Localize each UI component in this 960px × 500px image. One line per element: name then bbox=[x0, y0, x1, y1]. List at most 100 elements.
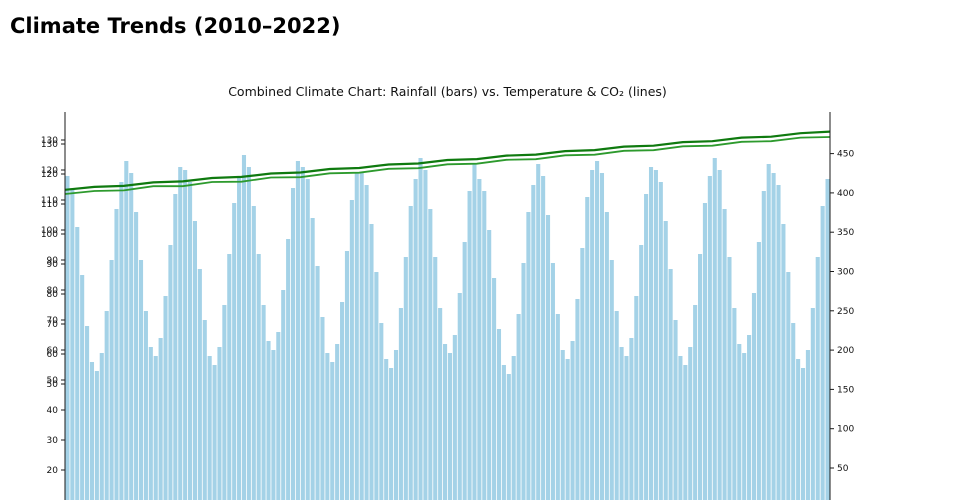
rainfall-bar bbox=[359, 173, 364, 500]
rainfall-bar bbox=[658, 182, 663, 500]
rainfall-bar bbox=[183, 170, 188, 500]
rainfall-bar bbox=[751, 293, 757, 500]
rainfall-bar bbox=[354, 173, 359, 500]
rainfall-bar bbox=[335, 344, 340, 500]
rainfall-bar bbox=[761, 191, 766, 500]
rainfall-bar bbox=[614, 311, 619, 500]
right-axis-tick-label: 300 bbox=[837, 268, 854, 278]
rainfall-bar bbox=[501, 365, 506, 500]
rainfall-bar bbox=[732, 308, 737, 500]
rainfall-bar bbox=[516, 314, 521, 500]
rainfall-bar bbox=[619, 347, 624, 500]
rainfall-bar bbox=[148, 347, 153, 500]
rainfall-bar bbox=[119, 182, 124, 500]
rainfall-bar bbox=[604, 212, 609, 500]
rainfall-bar bbox=[393, 350, 399, 500]
rainfall-bar bbox=[810, 308, 815, 500]
rainfall-bar bbox=[379, 323, 384, 500]
rainfall-bar bbox=[599, 173, 605, 500]
rainfall-bar bbox=[673, 320, 678, 500]
rainfall-bar bbox=[104, 311, 109, 500]
rainfall-bar bbox=[305, 179, 310, 500]
rainfall-bar bbox=[707, 176, 712, 500]
right-axis-tick-label: 100 bbox=[837, 425, 854, 435]
rainfall-bar bbox=[727, 257, 732, 500]
rainfall-bar bbox=[590, 170, 595, 500]
right-axis-tick-label: 450 bbox=[837, 150, 854, 160]
left-axis-tick-label: 40 bbox=[47, 406, 59, 416]
rainfall-bar bbox=[688, 347, 693, 500]
rainfall-bar bbox=[241, 155, 247, 500]
rainfall-bar bbox=[261, 305, 266, 500]
rainfall-bar bbox=[325, 353, 330, 500]
rainfall-bar bbox=[65, 176, 70, 500]
rainfall-bar bbox=[251, 206, 256, 500]
rainfall-bar bbox=[678, 356, 683, 500]
rainfall-bar bbox=[717, 170, 722, 500]
rainfall-bar bbox=[805, 350, 810, 500]
rainfall-bar bbox=[766, 164, 771, 500]
rainfall-bar bbox=[207, 356, 212, 500]
right-axis-tick-label: 400 bbox=[837, 189, 854, 199]
rainfall-bar bbox=[389, 368, 394, 500]
rainfall-bar bbox=[80, 275, 85, 500]
left-axis-tick-label: 90 bbox=[47, 256, 59, 266]
rainfall-bar bbox=[349, 200, 354, 500]
rainfall-bar bbox=[595, 161, 600, 500]
rainfall-bar bbox=[506, 374, 511, 500]
rainfall-bar bbox=[408, 206, 413, 500]
left-axis-tick-label-duplicate: 120 bbox=[41, 170, 58, 180]
rainfall-bar bbox=[158, 338, 163, 500]
rainfall-bar bbox=[134, 212, 139, 500]
left-axis-tick-label: 110 bbox=[41, 196, 58, 206]
left-axis-tick-label-duplicate: 50 bbox=[47, 380, 59, 390]
rainfall-bar bbox=[737, 344, 742, 500]
left-axis-tick-label: 50 bbox=[47, 376, 59, 386]
rainfall-bar bbox=[398, 308, 403, 500]
rainfall-bar bbox=[143, 311, 148, 500]
left-axis-tick-label-duplicate: 110 bbox=[41, 200, 58, 210]
rainfall-bar bbox=[776, 185, 781, 500]
rainfall-bar bbox=[75, 227, 80, 500]
left-axis-tick-label-duplicate: 90 bbox=[47, 260, 59, 270]
rainfall-bar bbox=[281, 290, 286, 500]
rainfall-bar bbox=[570, 341, 575, 500]
rainfall-bar bbox=[85, 326, 90, 500]
rainfall-bar bbox=[555, 314, 560, 500]
rainfall-bar bbox=[526, 212, 531, 500]
rainfall-bar bbox=[722, 209, 727, 500]
right-axis-tick-label: 150 bbox=[837, 385, 854, 395]
left-axis-tick-label: 120 bbox=[41, 166, 58, 176]
rainfall-bar bbox=[702, 203, 707, 500]
rainfall-bar bbox=[423, 170, 428, 500]
rainfall-bar bbox=[472, 164, 477, 500]
rainfall-bar bbox=[374, 272, 379, 500]
left-axis-tick-label: 100 bbox=[41, 226, 58, 236]
rainfall-bar bbox=[369, 224, 374, 500]
right-axis-tick-label: 50 bbox=[837, 464, 849, 474]
rainfall-bar bbox=[99, 353, 104, 500]
left-axis-tick-label: 70 bbox=[47, 316, 59, 326]
rainfall-bar bbox=[825, 179, 830, 500]
rainfall-bar bbox=[791, 323, 796, 500]
rainfall-bar bbox=[560, 350, 565, 500]
rainfall-bar bbox=[639, 245, 644, 500]
rainfall-bar bbox=[756, 242, 761, 500]
rainfall-bar bbox=[114, 209, 119, 500]
rainfall-bar bbox=[644, 194, 649, 500]
rainfall-bar bbox=[800, 368, 806, 500]
rainfall-bar bbox=[173, 194, 178, 500]
rainfall-bar bbox=[315, 266, 320, 500]
rainfall-bar bbox=[541, 176, 546, 500]
rainfall-bar bbox=[330, 362, 335, 500]
chart-title: Combined Climate Chart: Rainfall (bars) … bbox=[228, 84, 667, 99]
rainfall-bar bbox=[178, 167, 183, 500]
left-axis-tick-label-duplicate: 70 bbox=[47, 320, 59, 330]
rainfall-bar bbox=[413, 179, 418, 500]
rainfall-bar bbox=[232, 203, 237, 500]
rainfall-bar bbox=[521, 263, 526, 500]
rainfall-bar bbox=[433, 257, 438, 500]
left-axis-tick-label: 30 bbox=[47, 436, 59, 446]
rainfall-bar bbox=[531, 185, 536, 500]
rainfall-bar bbox=[153, 356, 158, 500]
